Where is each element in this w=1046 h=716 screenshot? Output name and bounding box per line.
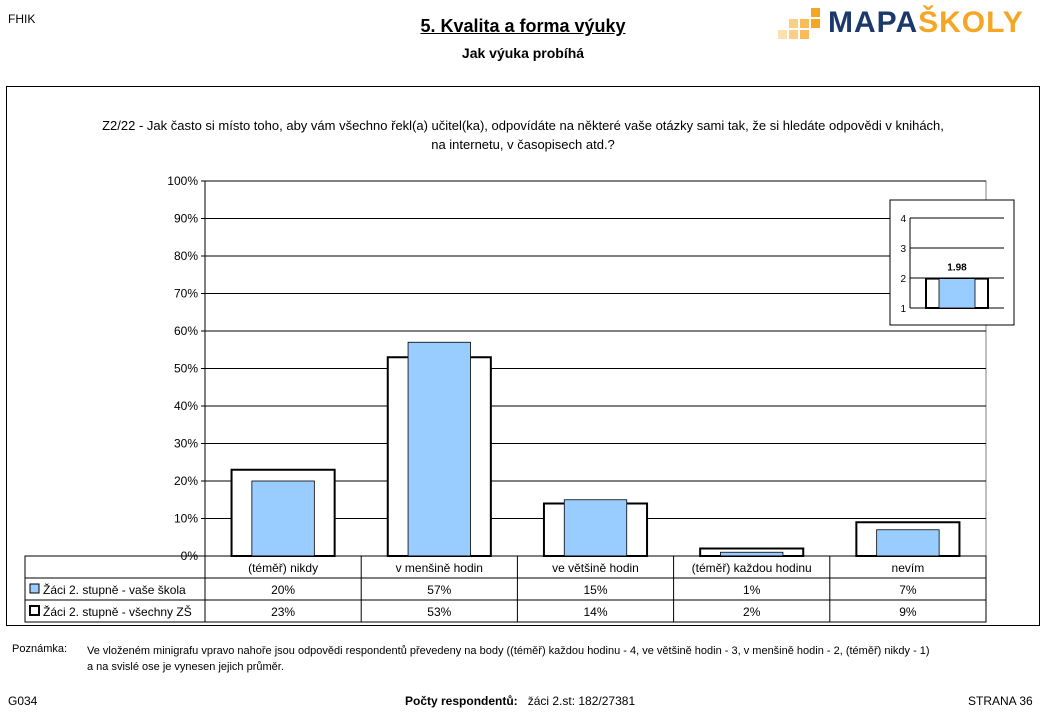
note-line-1: Ve vloženém minigrafu vpravo nahoře jsou… — [87, 645, 930, 657]
data-label-your-school: 57% — [427, 583, 451, 597]
legend-key-all-schools — [29, 605, 40, 616]
y-tick-label: 60% — [174, 324, 198, 338]
data-label-your-school: 20% — [271, 583, 295, 597]
bar-your-school — [407, 341, 471, 557]
y-tick-label: 50% — [174, 362, 198, 376]
respondents-label: Počty respondentů: — [405, 694, 518, 708]
inset-y-tick-label: 3 — [900, 244, 906, 255]
respondents-value: žáci 2.st: 182/27381 — [527, 694, 636, 708]
footer-code: G034 — [8, 694, 38, 708]
school-code: FHIK — [8, 12, 36, 26]
page-title: 5. Kvalita a forma výuky — [420, 16, 626, 36]
legend-label-all-schools: Žáci 2. stupně - všechny ZŠ — [43, 604, 192, 619]
x-category-label: nevím — [892, 561, 925, 575]
x-category-label: (téměř) nikdy — [248, 561, 318, 575]
legend-key-your-school — [29, 583, 40, 594]
note-line-2: a na svislé ose je vynesen jejich průměr… — [87, 661, 284, 673]
inset-y-tick-label: 1 — [900, 304, 906, 315]
bar-your-school — [720, 551, 784, 557]
data-label-your-school: 7% — [899, 583, 917, 597]
chart-title: Z2/22 - Jak často si místo toho, aby vám… — [0, 116, 1046, 154]
data-label-all-schools: 53% — [427, 605, 451, 619]
y-tick-label: 20% — [174, 474, 198, 488]
bar-your-school — [563, 499, 628, 557]
data-label-all-schools: 23% — [271, 605, 295, 619]
note-label: Poznámka: — [12, 643, 68, 655]
y-tick-label: 100% — [167, 174, 198, 188]
x-category-label: ve většině hodin — [552, 561, 639, 575]
inset-bar-your-school — [938, 278, 976, 309]
chart-title-line-2: na internetu, v časopisech atd.? — [431, 137, 615, 152]
chart-frame — [6, 86, 1040, 626]
page-subtitle: Jak výuka probíhá — [461, 45, 585, 61]
y-tick-label: 30% — [174, 437, 198, 451]
legend-label-your-school: Žáci 2. stupně - vaše škola — [43, 582, 186, 597]
y-tick-label: 80% — [174, 249, 198, 263]
chart-title-line-1: Z2/22 - Jak často si místo toho, aby vám… — [102, 118, 944, 133]
logo-text: MAPAŠKOLY — [828, 6, 1024, 40]
footer-respondents: Počty respondentů: žáci 2.st: 182/27381 — [405, 694, 635, 708]
mapa-skoly-logo: MAPAŠKOLY — [778, 6, 1028, 42]
x-category-label: v menšině hodin — [396, 561, 483, 575]
note-text: Ve vloženém minigrafu vpravo nahoře jsou… — [87, 643, 1027, 675]
logo-text-mapa: MAPA — [828, 6, 919, 39]
inset-y-tick-label: 2 — [900, 274, 906, 285]
bar-your-school — [876, 529, 940, 557]
x-category-label: (téměř) každou hodinu — [692, 561, 812, 575]
bar-your-school — [251, 480, 315, 557]
inset-value-label: 1.98 — [947, 263, 967, 274]
y-tick-label: 10% — [174, 512, 198, 526]
data-label-all-schools: 2% — [743, 605, 761, 619]
data-label-your-school: 15% — [583, 583, 607, 597]
inset-y-tick-label: 4 — [900, 214, 906, 225]
logo-text-skoly: ŠKOLY — [918, 6, 1024, 39]
data-label-all-schools: 14% — [583, 605, 607, 619]
footer-page: STRANA 36 — [968, 694, 1033, 708]
y-tick-label: 40% — [174, 399, 198, 413]
y-tick-label: 90% — [174, 212, 198, 226]
y-tick-label: 70% — [174, 287, 198, 301]
data-label-all-schools: 9% — [899, 605, 917, 619]
data-label-your-school: 1% — [743, 583, 761, 597]
